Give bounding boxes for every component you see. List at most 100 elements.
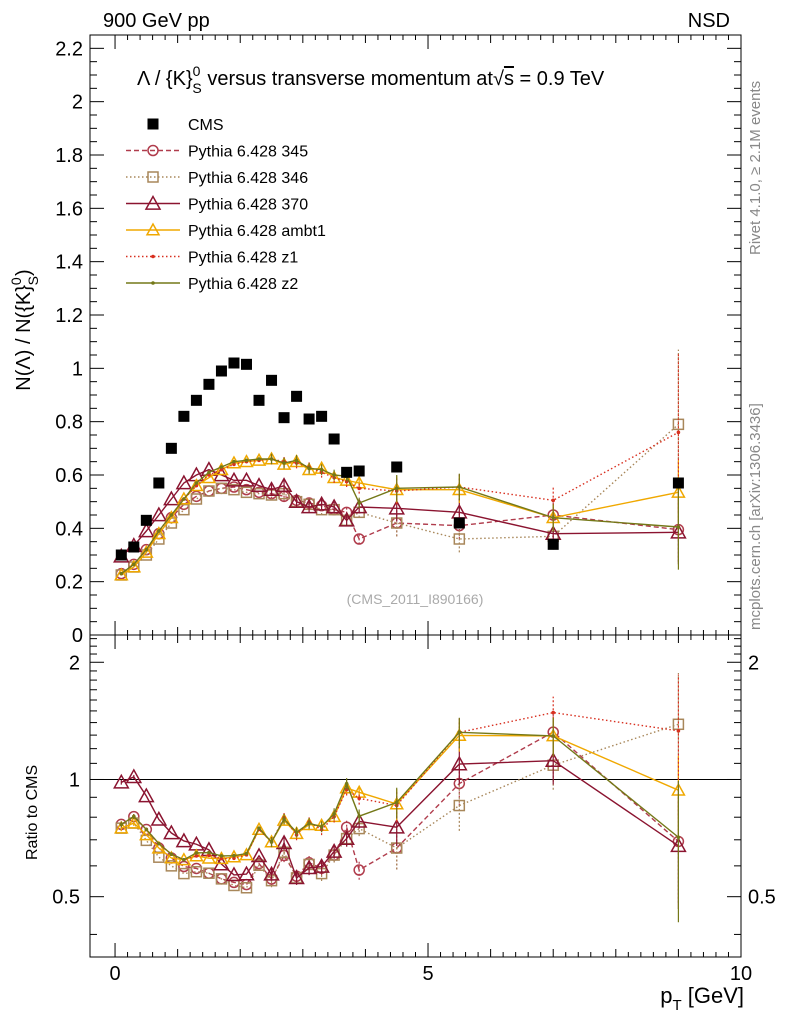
- z2-marker: [676, 835, 681, 840]
- p370-marker: [325, 498, 343, 514]
- legend: CMS Pythia 6.428 345 Pythia 6.428 346 Pythi…: [126, 117, 326, 293]
- z1-marker: [232, 856, 236, 861]
- z2-marker: [169, 513, 174, 517]
- ratio-panel-frame: [89, 634, 742, 958]
- p370-marker: [150, 506, 168, 522]
- p370-marker: [163, 824, 180, 840]
- z2-marker: [244, 458, 249, 463]
- p370-marker: [225, 471, 243, 487]
- y-tick-label: 0: [72, 625, 83, 647]
- p370-marker: [250, 477, 268, 493]
- cms-marker: [190, 394, 202, 406]
- ratio-y-tick-label: 1: [69, 769, 80, 791]
- p370-marker: [350, 812, 368, 828]
- z2-line: [120, 458, 679, 575]
- p345-marker: [353, 864, 365, 876]
- chart-title: Λ / {K}0 S versus transverse momentum at√…: [137, 63, 605, 96]
- ambt1-marker: [139, 544, 154, 558]
- chart-title-mid: versus transverse momentum at: [202, 68, 494, 90]
- cms-marker: [547, 538, 559, 550]
- y-tick-label: 2.2: [55, 38, 83, 60]
- z1-marker: [551, 710, 556, 715]
- y-axis-label-main: N(Λ) / N({K}0S): [8, 269, 41, 390]
- y-tick-label: 0.2: [55, 572, 83, 594]
- p370-marker: [288, 869, 305, 885]
- p370-marker: [388, 499, 405, 515]
- p346-marker: [203, 867, 215, 879]
- sqrt-icon: √: [493, 68, 504, 90]
- cms-marker: [253, 394, 265, 406]
- cms-series: [115, 357, 684, 561]
- cms-marker: [453, 517, 465, 529]
- z2-marker: [257, 826, 261, 830]
- ambt1-marker: [251, 821, 267, 835]
- z2-marker: [357, 814, 361, 818]
- p345-marker: [353, 533, 365, 545]
- ambt1-marker: [201, 850, 217, 864]
- xlabel-sub: T: [672, 997, 681, 1014]
- p370-marker: [275, 477, 293, 493]
- p370-marker: [175, 474, 193, 490]
- ratio-y-tick-label-right: 0.5: [748, 887, 776, 909]
- z1-marker: [357, 796, 361, 801]
- legend-ambt1-marker: [145, 222, 161, 236]
- z1-marker: [232, 462, 236, 467]
- z2-marker: [294, 830, 299, 835]
- legend-entry-cms: CMS: [147, 117, 224, 134]
- x-axis-label: pT [GeV]: [660, 983, 744, 1014]
- p370-marker: [350, 498, 368, 514]
- axes-group: 0 5 10 0 0.2 0.4 0.6 0.8 1 1.2 1.4 1.6 1.8 2 2.2 0.5 1 2 0…: [52, 34, 776, 985]
- z1-line: [120, 431, 679, 575]
- ambt1-marker: [339, 780, 354, 794]
- cms-marker: [140, 514, 152, 526]
- p346-marker: [215, 873, 228, 885]
- xlabel-pre: p: [660, 983, 672, 1008]
- ambt1-marker: [176, 491, 192, 505]
- p346-marker: [178, 867, 190, 880]
- cms-marker: [165, 442, 177, 454]
- cms-marker: [316, 410, 328, 422]
- p346-marker: [215, 482, 228, 495]
- z2-marker: [294, 458, 299, 463]
- p346-marker: [190, 865, 203, 878]
- ambt1-marker: [126, 815, 142, 829]
- z1-marker: [194, 854, 199, 858]
- z2-marker: [119, 571, 124, 576]
- y-axis-label-ratio: Ratio to CMS: [24, 765, 41, 860]
- z2-marker: [182, 497, 186, 501]
- p370-marker: [138, 787, 155, 803]
- ambt1-marker: [114, 567, 129, 581]
- p346-marker: [240, 882, 253, 894]
- p346-marker: [253, 859, 265, 871]
- z2-marker: [169, 852, 174, 856]
- cms-marker: [178, 410, 190, 422]
- ambt1-ratio-line: [121, 734, 679, 861]
- legend-label-p346: Pythia 6.428 346: [188, 170, 308, 187]
- legend-p370-marker: [144, 194, 162, 210]
- legend-label-z1: Pythia 6.428 z1: [188, 250, 298, 267]
- p370-marker: [175, 832, 193, 848]
- legend-label-cms: CMS: [188, 117, 224, 134]
- z2-marker: [219, 465, 224, 469]
- p346-marker: [453, 533, 466, 545]
- z2-marker: [194, 481, 199, 485]
- z2-marker: [457, 485, 462, 489]
- z2-marker: [232, 853, 236, 858]
- z1-marker: [219, 856, 224, 861]
- z2-marker: [332, 473, 336, 477]
- z2-marker: [319, 824, 324, 829]
- z2-series: [119, 453, 681, 576]
- p370-ratio-series: [113, 739, 687, 909]
- z2-marker: [257, 457, 261, 461]
- y-tick-label: 1.4: [55, 252, 83, 274]
- ambt1-marker: [114, 820, 129, 834]
- legend-entry-z2: Pythia 6.428 z2: [126, 276, 298, 293]
- z2-marker: [182, 857, 186, 862]
- cms-marker: [240, 358, 252, 370]
- z2-marker: [132, 562, 136, 567]
- p370-marker: [225, 866, 243, 882]
- cms-marker: [153, 477, 165, 489]
- p370-marker: [275, 834, 293, 850]
- x-tick-label: 0: [109, 963, 120, 985]
